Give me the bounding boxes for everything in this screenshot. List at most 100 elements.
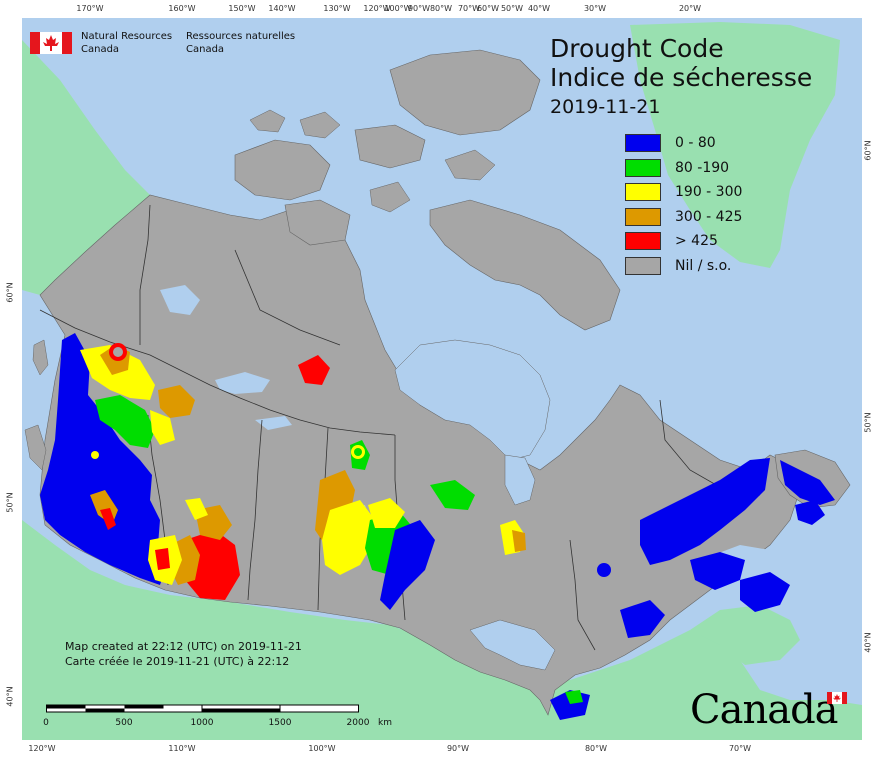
legend-swatch: [625, 256, 661, 275]
patch-lab-blue: [780, 460, 835, 505]
tick-label: 40°W: [527, 4, 551, 13]
patch-on-green: [430, 480, 475, 510]
legend-swatch: [625, 207, 661, 226]
arctic-island-small-4: [249, 109, 286, 133]
tick-label: 100°W: [384, 4, 412, 13]
scale-bar: 0 500 1000 1500 2000 km: [40, 702, 400, 732]
arctic-island-banks: [284, 199, 351, 246]
maine-land: [690, 605, 800, 665]
arctic-island-small-2: [444, 149, 496, 181]
patch-mb-blue: [380, 520, 435, 610]
agency-name-en-1: Natural Resources: [81, 31, 173, 42]
patch-on-orange: [512, 530, 526, 552]
patch-nf-blue: [795, 500, 825, 525]
credit-en: Map created at 22:12 (UTC) on 2019-11-21: [65, 640, 302, 653]
canada-wordmark: Canada: [690, 687, 847, 738]
coastal-island: [32, 339, 49, 376]
tick-label: 90°W: [446, 744, 470, 753]
title-block: Drought Code Indice de sécheresse 2019-1…: [550, 34, 812, 120]
scale-label: 2000: [346, 718, 370, 728]
tick-label: 70°W: [457, 4, 481, 13]
tick-label: 90°W: [407, 4, 431, 13]
legend-swatch: [625, 232, 661, 251]
tick-label: 150°W: [228, 4, 256, 13]
patch-mar-blue: [740, 572, 790, 612]
canadian-flag-icon: [30, 32, 72, 54]
border-bc-yukon: [39, 309, 396, 436]
legend-swatch: [625, 158, 661, 177]
tick-label: 40°N: [5, 686, 15, 707]
patch-qc-blue-2: [690, 552, 745, 590]
agency-name-fr-1: Ressources naturelles: [186, 31, 296, 42]
drought-code-map: [22, 18, 862, 740]
patch-nwt-orange: [158, 385, 195, 418]
patch-qc-blue-main: [640, 458, 770, 565]
patch-yukon-red-ring-inner: [113, 347, 123, 357]
chart-date: 2019-11-21: [550, 96, 661, 118]
patch-bc-green: [95, 395, 155, 448]
scale-label: 0: [43, 718, 49, 728]
credit-fr: Carte créée le 2019-11-21 (UTC) à 22:12: [65, 655, 290, 668]
patch-on-green-south: [565, 690, 583, 704]
wordmark-text: Canada: [690, 687, 839, 733]
greenland-land: [630, 22, 840, 268]
patch-qc-blue-3: [620, 600, 665, 638]
legend-label: Nil / s.o.: [675, 257, 732, 274]
scale-label: 1500: [268, 718, 292, 728]
patch-sk-yellow: [322, 500, 375, 575]
hudson-bay: [394, 339, 551, 461]
vancouver-island: [24, 424, 47, 471]
tick-label: 120°W: [363, 4, 391, 13]
arctic-island-small-3: [369, 181, 411, 213]
legend-swatch: [625, 134, 661, 152]
united-states-land: [22, 520, 862, 740]
arctic-island-devon: [354, 124, 426, 169]
tick-label: 60°N: [5, 282, 15, 303]
tick-label: 50°W: [500, 4, 524, 13]
tick-label: 50°N: [5, 492, 15, 513]
tick-label: 60°N: [863, 140, 873, 161]
patch-bc-blue: [40, 333, 165, 585]
patch-mb-yellow: [368, 498, 405, 528]
agency-name-en-2: Canada: [81, 44, 120, 55]
lake-athabasca: [255, 416, 292, 430]
tick-label: 170°W: [76, 4, 104, 13]
scale-unit: km: [378, 718, 392, 728]
great-bear-lake: [160, 285, 200, 315]
tick-label: 100°W: [308, 744, 336, 753]
great-lakes: [469, 619, 556, 671]
tick-label: 120°W: [28, 744, 56, 753]
arctic-island-victoria: [234, 139, 331, 201]
patch-nwt-yellow: [150, 410, 175, 445]
tick-label: 80°W: [429, 4, 453, 13]
tick-label: 160°W: [168, 4, 196, 13]
legend-label: 80 -190: [675, 159, 730, 176]
map-frame: [22, 18, 862, 740]
scale-bar-graphic: [46, 704, 359, 713]
tick-label: 30°W: [583, 4, 607, 13]
patch-sk-orange: [315, 470, 355, 545]
arctic-island-baffin: [429, 199, 621, 331]
border-alberta-sask: [247, 419, 263, 601]
patch-qc-blue-dot: [597, 563, 611, 577]
james-bay: [504, 454, 536, 506]
patch-sk-green-ring-inner: [354, 448, 362, 456]
tick-label: 70°W: [728, 744, 752, 753]
patch-ab-red-2: [155, 548, 170, 570]
great-slave-lake: [215, 372, 270, 394]
alaska-land: [22, 40, 150, 295]
patch-bc-red-strip: [100, 508, 116, 530]
canadian-flag-icon: [827, 692, 847, 704]
tick-label: 140°W: [268, 4, 296, 13]
legend-swatch: [625, 183, 661, 202]
legend-label: > 425: [675, 233, 718, 250]
arctic-island-ellesmere: [389, 49, 541, 136]
tick-label: 80°W: [584, 744, 608, 753]
legend-label: 0 - 80: [675, 135, 716, 151]
scale-label: 500: [115, 718, 133, 728]
arctic-island-small-1: [299, 111, 341, 139]
tick-label: 130°W: [323, 4, 351, 13]
border-nwt-nunavut: [234, 249, 341, 346]
map-credits: Map created at 22:12 (UTC) on 2019-11-21…: [65, 639, 302, 669]
patch-nwt-red: [298, 355, 330, 385]
